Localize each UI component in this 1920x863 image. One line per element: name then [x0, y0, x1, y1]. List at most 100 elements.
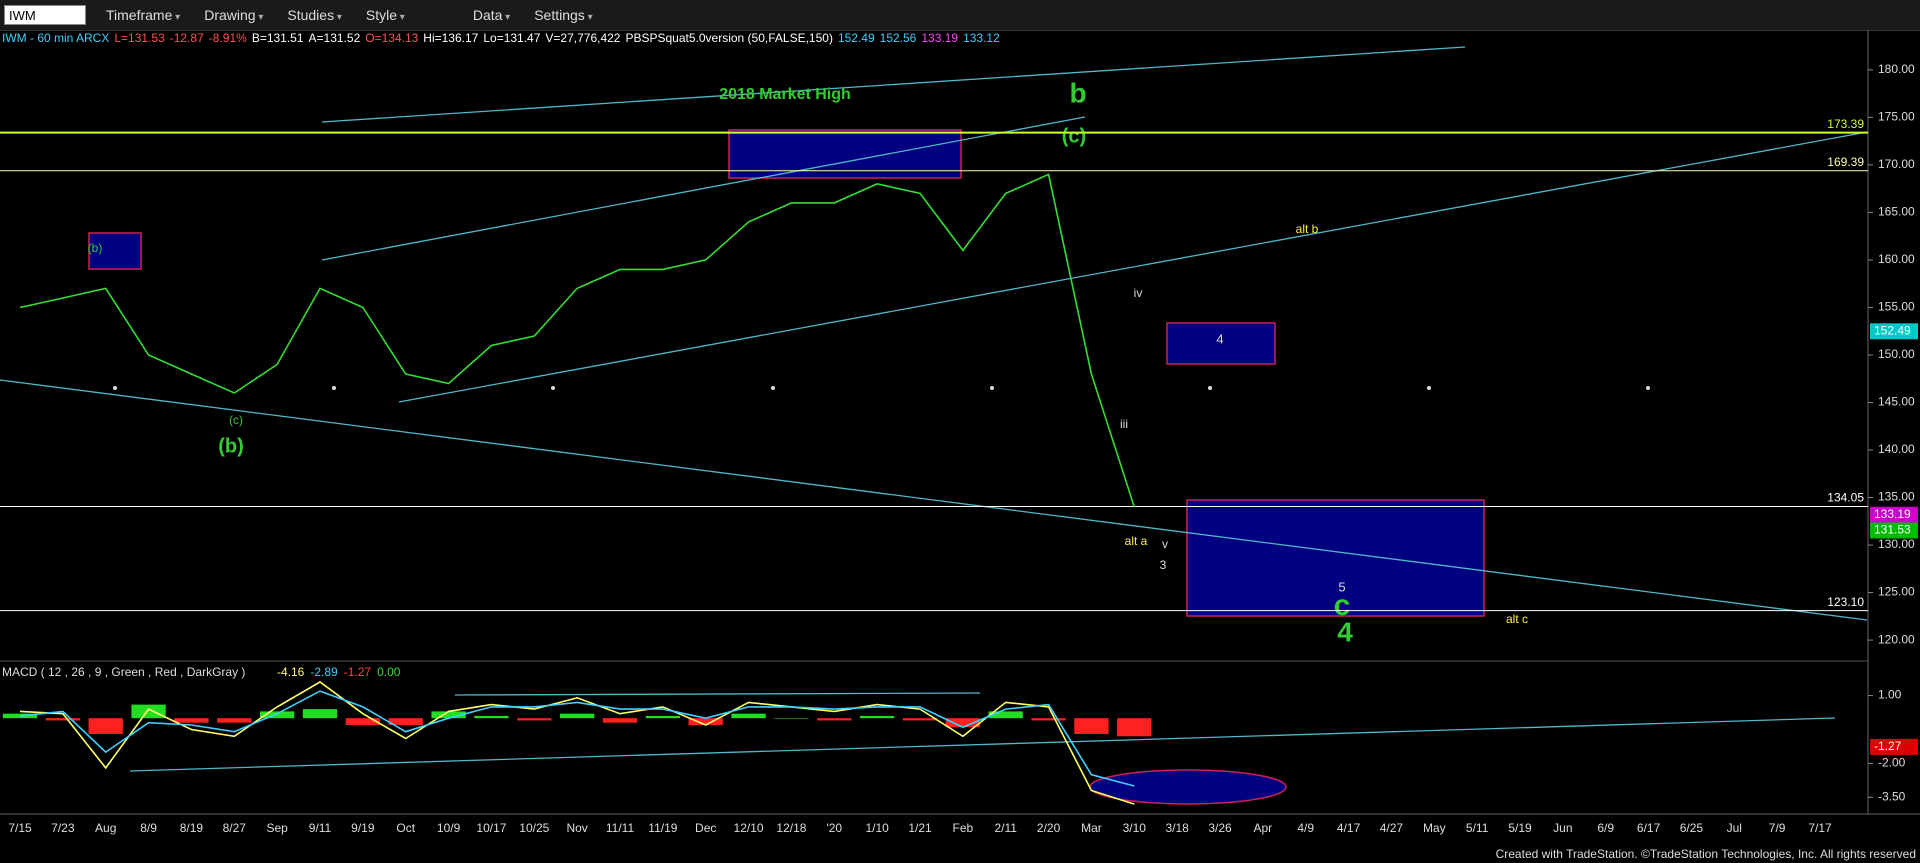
- last-value-label: 152.49: [1874, 323, 1911, 337]
- annotation: alt a: [1125, 534, 1148, 548]
- x-tick-label: 8/19: [180, 821, 204, 835]
- x-tick-label: 11/11: [606, 821, 635, 835]
- series-line: [19, 681, 1135, 805]
- zones: [88, 129, 1485, 805]
- histogram-bar: [1074, 718, 1109, 734]
- dot: [113, 386, 117, 390]
- footer: Created with TradeStation. ©TradeStation…: [1495, 847, 1916, 861]
- toolbar-button[interactable]: Style: [362, 7, 409, 23]
- info-field: 133.12: [963, 31, 1000, 45]
- dot: [332, 386, 336, 390]
- y-tick-label: -3.50: [1878, 789, 1906, 803]
- annotations: 2018 Market High b (c) (b) (c) (b) alt b…: [88, 77, 1528, 647]
- x-tick-label: 10/17: [476, 821, 506, 835]
- annotation: alt c: [1506, 612, 1528, 626]
- x-tick-label: 8/27: [223, 821, 247, 835]
- x-tick-label: '20: [826, 821, 842, 835]
- last-value-tag: [1870, 738, 1918, 755]
- annotation: 4: [1337, 616, 1353, 647]
- level-label: 134.05: [1827, 491, 1864, 505]
- x-tick-label: 6/17: [1637, 821, 1661, 835]
- dot: [1208, 386, 1212, 390]
- macd-title: MACD ( 12 , 26 , 9 , Green , Red , DarkG…: [2, 665, 245, 679]
- zone-box: [88, 232, 142, 270]
- x-tick-label: 12/10: [734, 821, 764, 835]
- session-dots: [113, 386, 1650, 390]
- toolbar-button[interactable]: Timeframe: [102, 7, 184, 23]
- info-line: IWM - 60 min ARCX L=131.53 -12.87 -8.91% B=1…: [2, 31, 1005, 47]
- macd-legend-value: -2.89: [310, 665, 338, 679]
- last-value-tag: [1870, 506, 1918, 523]
- y-tick-label: 145.00: [1878, 395, 1915, 409]
- trend-line: [129, 717, 1836, 772]
- x-tick-label: 2/11: [994, 821, 1017, 835]
- annotation: (b): [218, 435, 244, 457]
- annotation: 3: [1160, 558, 1167, 572]
- annotation: (c): [229, 413, 243, 427]
- dot: [551, 386, 555, 390]
- x-tick-label: 9/11: [309, 821, 332, 835]
- last-value-label: 131.53: [1874, 523, 1911, 537]
- annotation: iv: [1134, 286, 1143, 300]
- zone-box: [1186, 499, 1485, 617]
- x-tick-label: 6/25: [1680, 821, 1704, 835]
- dot: [990, 386, 994, 390]
- trend-line: [0, 379, 1868, 621]
- toolbar-button[interactable]: Drawing: [200, 7, 267, 23]
- x-tick-label: 4/9: [1297, 821, 1314, 835]
- histogram-bar: [945, 718, 980, 728]
- x-tick-label: Sep: [266, 821, 288, 835]
- histogram-bar: [688, 718, 723, 725]
- x-tick-label: Oct: [396, 821, 415, 835]
- histogram-bar: [260, 711, 295, 719]
- info-field: -12.87: [169, 31, 204, 45]
- y-tick-label: -2.00: [1878, 756, 1906, 770]
- symbol-input[interactable]: IWM: [4, 5, 86, 25]
- x-tick-label: 7/17: [1808, 821, 1832, 835]
- info-field: 152.49: [837, 31, 875, 45]
- last-value-tag: [1870, 522, 1918, 539]
- macd-legend-value: -1.27: [344, 665, 372, 679]
- x-tick-label: 2/20: [1037, 821, 1061, 835]
- info-field: 152.56: [879, 31, 917, 45]
- histogram-bar: [131, 704, 166, 719]
- trend-line: [321, 116, 1086, 261]
- x-tick-label: 10/9: [437, 821, 461, 835]
- toolbar: IWM Timeframe Drawing Studies Style Data…: [0, 0, 1920, 31]
- x-tick-label: 8/9: [140, 821, 157, 835]
- histogram-bar: [302, 709, 338, 719]
- trend-line: [321, 46, 1466, 123]
- x-tick-label: 1/10: [865, 821, 889, 835]
- info-field: 133.19: [921, 31, 959, 45]
- y-tick-label: 165.00: [1878, 205, 1915, 219]
- x-tick-label: May: [1423, 821, 1446, 835]
- info-field: B=131.51: [251, 31, 304, 45]
- histogram-bar: [431, 711, 466, 719]
- x-tick-label: 7/9: [1769, 821, 1786, 835]
- annotation: (c): [1062, 125, 1086, 147]
- annotation: b: [1069, 77, 1086, 108]
- dot: [771, 386, 775, 390]
- info-field: A=131.52: [308, 31, 361, 45]
- dot: [1646, 386, 1650, 390]
- x-tick-label: Feb: [953, 821, 974, 835]
- y-tick-label: 175.00: [1878, 110, 1915, 124]
- x-tick-label: Apr: [1254, 821, 1273, 835]
- info-field: V=27,776,422: [545, 31, 621, 45]
- toolbar-button[interactable]: Data: [469, 7, 514, 23]
- last-value-tag: [1870, 323, 1918, 340]
- zone-box: [728, 129, 962, 179]
- x-tick-label: 5/11: [1466, 821, 1489, 835]
- x-tick-label: 12/18: [776, 821, 806, 835]
- histogram-bar: [388, 718, 423, 725]
- last-value-label: -1.27: [1874, 739, 1902, 753]
- info-field: L=131.53: [114, 31, 165, 45]
- toolbar-button[interactable]: Settings: [530, 7, 596, 23]
- histogram-bar: [560, 713, 595, 719]
- y-tick-label: 170.00: [1878, 157, 1915, 171]
- toolbar-button[interactable]: Studies: [283, 7, 346, 23]
- y-tick-label: 130.00: [1878, 537, 1915, 551]
- annotation: v: [1162, 537, 1168, 551]
